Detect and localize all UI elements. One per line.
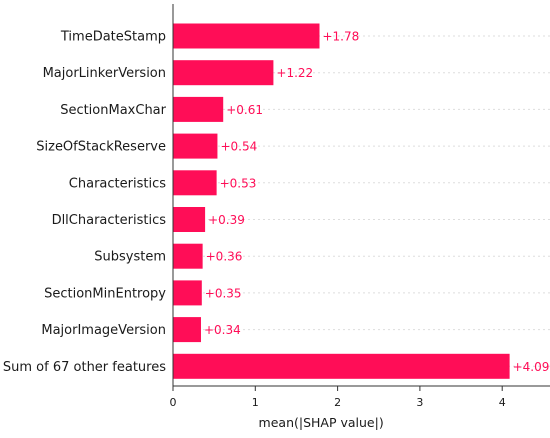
- value-label: +0.35: [205, 286, 242, 300]
- value-label: +0.54: [220, 140, 257, 154]
- x-tick-label: 0: [170, 396, 177, 409]
- x-tick-label: 3: [416, 396, 423, 409]
- value-label: +0.53: [220, 176, 257, 190]
- value-label: +4.09: [513, 360, 550, 374]
- category-labels: TimeDateStamp MajorLinkerVersion SectionMa…: [3, 30, 167, 375]
- value-label: +1.22: [276, 66, 313, 80]
- category-label: SizeOfStackReserve: [36, 140, 166, 155]
- bar: [173, 317, 201, 343]
- bar: [173, 60, 274, 86]
- category-label: SectionMinEntropy: [44, 286, 166, 301]
- value-label: +0.34: [204, 323, 241, 337]
- category-label: TimeDateStamp: [60, 30, 166, 45]
- category-label: DllCharacteristics: [52, 213, 167, 228]
- bar: [173, 280, 202, 306]
- x-ticks: 0 1 2 3 4: [170, 386, 506, 409]
- bar: [173, 207, 206, 232]
- bar: [173, 170, 217, 196]
- category-label: MajorImageVersion: [41, 323, 166, 338]
- bar: [173, 96, 224, 122]
- x-tick-label: 1: [252, 396, 259, 409]
- category-label: MajorLinkerVersion: [43, 66, 166, 81]
- x-tick-label: 4: [499, 396, 506, 409]
- category-label: Characteristics: [69, 176, 166, 191]
- value-label: +1.78: [322, 30, 359, 44]
- bar: [173, 23, 320, 49]
- value-label: +0.61: [226, 103, 263, 117]
- bar: [173, 133, 218, 159]
- x-axis-title: mean(|SHAP value|): [259, 415, 384, 430]
- bars: [173, 23, 510, 379]
- category-label: SectionMaxChar: [60, 103, 166, 118]
- category-label: Sum of 67 other features: [3, 360, 166, 375]
- bar: [173, 243, 203, 269]
- value-label: +0.39: [208, 213, 245, 227]
- grid-lines: [173, 35, 550, 367]
- value-labels: +1.78 +1.22 +0.61 +0.54 +0.53 +0.39 +0.36 +0.35…: [204, 30, 549, 374]
- bar: [173, 353, 510, 379]
- x-tick-label: 2: [334, 396, 341, 409]
- value-label: +0.36: [206, 250, 243, 264]
- category-label: Subsystem: [94, 250, 166, 265]
